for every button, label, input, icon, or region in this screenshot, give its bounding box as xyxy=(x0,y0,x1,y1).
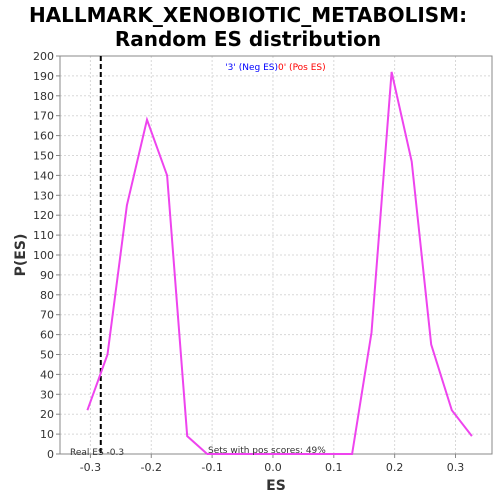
y-axis-title: P(ES) xyxy=(13,234,29,277)
y-tick-label: 180 xyxy=(33,90,54,103)
y-tick-label: 40 xyxy=(40,368,54,381)
y-tick-label: 0 xyxy=(47,448,54,461)
y-tick-label: 160 xyxy=(33,130,54,143)
y-axis-ticks: 0 10 20 30 40 50 60 70 80 90 100 110 120 130 140 150 160… xyxy=(33,50,60,461)
y-tick-label: 170 xyxy=(33,110,54,123)
y-tick-label: 130 xyxy=(33,189,54,202)
es-distribution-line xyxy=(86,71,473,455)
chart-title-line1: HALLMARK_XENOBIOTIC_METABOLISM: xyxy=(29,3,467,27)
x-tick-label: 0.2 xyxy=(386,461,404,474)
real-es-label: Real ES -0.3 xyxy=(70,448,124,458)
y-tick-label: 150 xyxy=(33,150,54,163)
pos-scores-label: Sets with pos scores: 49% xyxy=(208,446,326,456)
y-tick-label: 140 xyxy=(33,169,54,182)
y-tick-label: 20 xyxy=(40,408,54,421)
x-axis-ticks: -0.3 -0.2 -0.1 0.0 0.1 0.2 0.3 xyxy=(80,454,465,474)
y-tick-label: 100 xyxy=(33,249,54,262)
y-tick-label: 110 xyxy=(33,229,54,242)
chart-title-line2: Random ES distribution xyxy=(115,27,381,51)
y-tick-label: 70 xyxy=(40,309,54,322)
y-tick-label: 10 xyxy=(40,428,54,441)
y-tick-label: 90 xyxy=(40,269,54,282)
legend-neg-es: '3' (Neg ES) xyxy=(225,63,278,73)
y-tick-label: 30 xyxy=(40,388,54,401)
x-tick-label: 0.1 xyxy=(325,461,343,474)
y-tick-label: 190 xyxy=(33,70,54,83)
y-tick-label: 200 xyxy=(33,50,54,63)
y-tick-label: 50 xyxy=(40,349,54,362)
x-tick-label: 0.0 xyxy=(264,461,282,474)
y-tick-label: 120 xyxy=(33,209,54,222)
x-tick-label: -0.3 xyxy=(80,461,101,474)
y-tick-label: 80 xyxy=(40,289,54,302)
grid xyxy=(60,56,492,454)
y-tick-label: 60 xyxy=(40,329,54,342)
legend-pos-es: 0' (Pos ES) xyxy=(278,63,326,73)
x-tick-label: -0.2 xyxy=(141,461,162,474)
x-tick-label: -0.1 xyxy=(201,461,222,474)
x-axis-title: ES xyxy=(266,478,286,494)
x-tick-label: 0.3 xyxy=(447,461,465,474)
